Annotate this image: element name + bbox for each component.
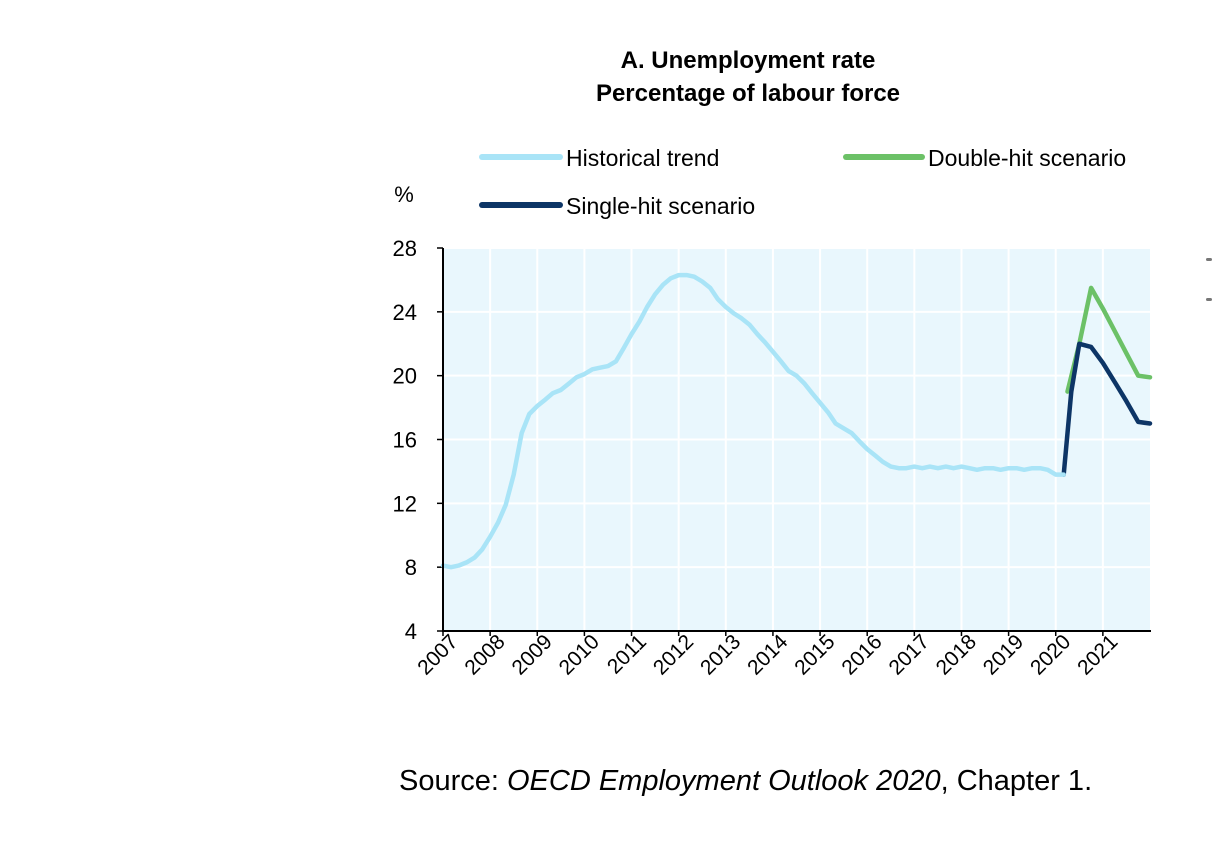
x-tick-label: 2019 bbox=[979, 630, 1028, 679]
y-tick-label: 16 bbox=[393, 428, 417, 453]
x-tick-label: 2007 bbox=[413, 630, 462, 679]
x-tick-label: 2009 bbox=[508, 630, 557, 679]
y-axis: 4 8 12 16 20 24 28 bbox=[393, 236, 443, 644]
x-tick-label: 2014 bbox=[743, 630, 793, 680]
y-tick-label: 4 bbox=[405, 619, 417, 644]
y-tick-label: 8 bbox=[405, 555, 417, 580]
x-tick-label: 2013 bbox=[696, 630, 745, 679]
x-tick-label: 2015 bbox=[790, 630, 839, 679]
legend-label-double-hit-scenario: Double-hit scenario bbox=[928, 145, 1126, 171]
chart-title: A. Unemployment rate bbox=[621, 47, 876, 74]
series-line-single-hit-scenario bbox=[1061, 341, 1153, 477]
source-suffix: , Chapter 1. bbox=[940, 765, 1093, 797]
series-line-historical-trend bbox=[440, 272, 1066, 570]
x-tick-label: 2016 bbox=[837, 630, 886, 679]
x-tick-label: 2017 bbox=[885, 630, 934, 679]
y-axis-label: % bbox=[394, 182, 414, 207]
x-tick-label: 2018 bbox=[932, 630, 981, 679]
x-tick-label: 2020 bbox=[1026, 630, 1075, 679]
x-tick-label: 2008 bbox=[460, 630, 509, 679]
source-note: Source: OECD Employment Outlook 2020, Ch… bbox=[399, 765, 1092, 798]
edge-mark-upper bbox=[1206, 258, 1212, 261]
source-title: OECD Employment Outlook 2020 bbox=[507, 765, 941, 797]
series-lines bbox=[440, 272, 1153, 570]
x-tick-label: 2011 bbox=[603, 630, 651, 678]
x-tick-label: 2010 bbox=[555, 630, 604, 679]
y-tick-label: 28 bbox=[393, 236, 417, 261]
legend-label-historical-trend: Historical trend bbox=[566, 145, 719, 171]
y-tick-label: 24 bbox=[393, 300, 417, 325]
legend: Historical trend Double-hit scenario Sin… bbox=[479, 145, 1126, 219]
x-tick-label: 2021 bbox=[1073, 630, 1122, 679]
x-tick-label: 2012 bbox=[649, 630, 698, 679]
y-tick-label: 20 bbox=[393, 364, 417, 389]
source-prefix: Source: bbox=[399, 765, 507, 797]
edge-mark-lower bbox=[1206, 298, 1212, 301]
x-axis: 2007200820092010201120122013201420152016… bbox=[413, 630, 1122, 680]
chart-subtitle: Percentage of labour force bbox=[596, 80, 900, 107]
y-tick-label: 12 bbox=[393, 491, 417, 516]
grid bbox=[443, 247, 1150, 631]
series-line-double-hit-scenario bbox=[1065, 285, 1153, 394]
legend-label-single-hit-scenario: Single-hit scenario bbox=[566, 193, 755, 219]
